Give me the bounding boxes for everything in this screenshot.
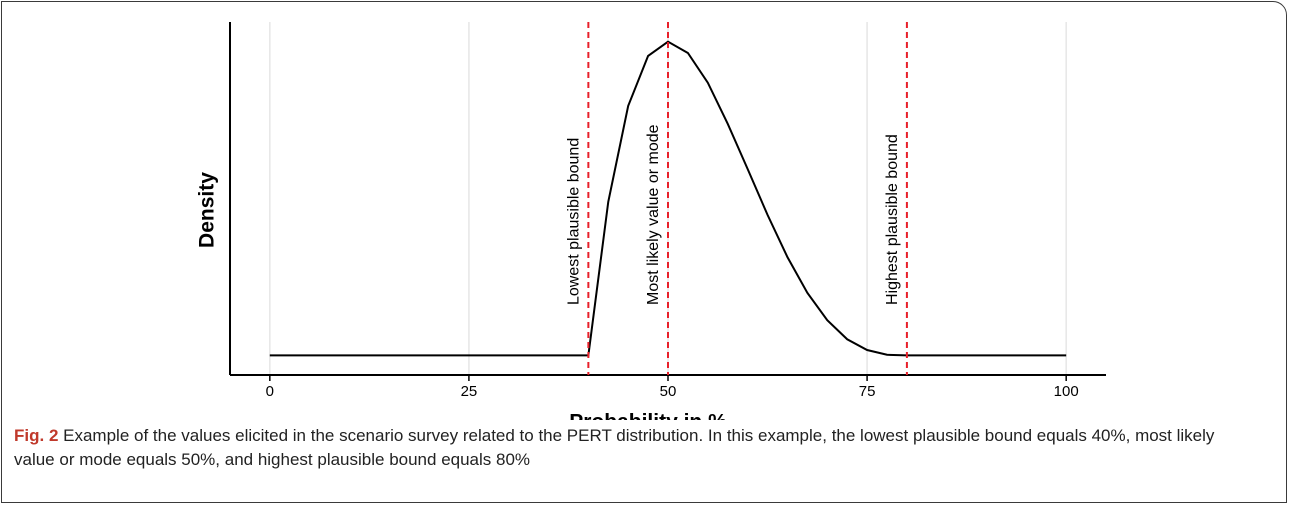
y-axis-title: Density [196,172,219,248]
caption-label: Fig. 2 [14,426,59,445]
x-tick-label: 0 [266,383,274,400]
x-tick-label: 50 [660,383,677,400]
density-line [269,40,1067,357]
x-tick-label: 100 [1054,383,1079,400]
caption: Fig. 2 Example of the values elicited in… [14,424,1254,472]
reference-label: Highest plausible bound [884,134,901,305]
x-tick-label: 75 [859,383,876,400]
x-tick-label: 25 [461,383,478,400]
chart: Density Probability in % 0 25 50 75 100 Lowes… [196,22,1106,420]
caption-text: Example of the values elicited in the sc… [14,426,1215,469]
reference-label: Most likely value or mode [645,124,662,305]
reference-label: Lowest plausible bound [566,138,583,305]
x-axis-title: Probability in % [569,411,727,420]
